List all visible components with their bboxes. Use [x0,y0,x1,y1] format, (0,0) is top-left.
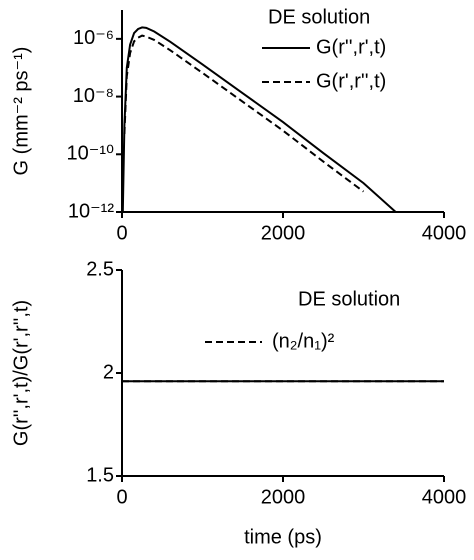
y-tick-label: 10⁻¹⁰ [67,143,114,165]
series-line [122,26,397,212]
y-tick-label: 2.5 [86,258,114,280]
y-tick-label: 10⁻¹² [68,200,114,222]
y-tick-label: 10⁻⁸ [73,85,114,107]
x-tick-label: 2000 [261,222,306,244]
y-axis-label: G (mm⁻² ps⁻¹) [10,47,32,176]
legend-label: G(r',r'',t) [316,70,386,92]
y-tick-label: 10⁻⁶ [73,27,114,49]
y-tick-label: 1.5 [86,464,114,486]
legend-title: DE solution [298,288,400,310]
x-tick-label: 0 [116,222,127,244]
plot-area [122,26,397,212]
legend-label: (n₂/n₁)² [272,330,335,352]
y-axis-label: G(r'',r',t)/G(r',r'',t) [10,300,32,446]
x-axis-label: time (ps) [244,526,322,548]
series-line [123,34,365,193]
x-tick-label: 0 [116,486,127,508]
x-tick-label: 2000 [261,486,306,508]
x-tick-label: 4000 [422,222,467,244]
x-tick-label: 4000 [422,486,467,508]
y-tick-label: 2 [103,361,114,383]
legend-label: G(r'',r',t) [316,36,386,58]
legend-title: DE solution [268,6,370,28]
